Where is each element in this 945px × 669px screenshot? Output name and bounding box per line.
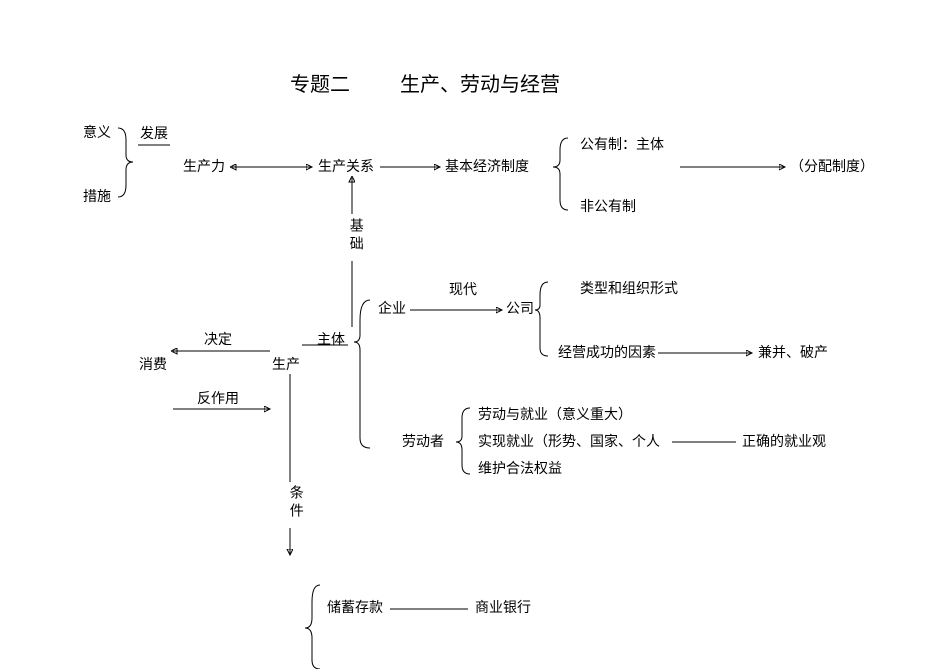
node-laodongyujiuye: 劳动与就业（意义重大）	[478, 408, 632, 425]
node-fenpeizhidu: （分配制度）	[790, 160, 874, 177]
node-leixing: 类型和组织形式	[580, 282, 678, 299]
node-cuoshi: 措施	[83, 190, 111, 207]
node-tiaojian: 条件	[286, 485, 303, 521]
node-yiyi: 意义	[83, 126, 111, 143]
node-xiandai: 现代	[449, 283, 477, 300]
node-jichu: 基础	[346, 218, 363, 254]
node-qiye: 企业	[378, 302, 406, 319]
node-xiaofei: 消费	[139, 358, 167, 375]
diagram-connectors	[0, 0, 945, 669]
node-jibenjingjizhidu: 基本经济制度	[445, 160, 529, 177]
node-jueding: 决定	[204, 333, 232, 350]
node-fanzuoyong: 反作用	[197, 392, 239, 409]
node-zhuti: 主体	[317, 333, 345, 350]
node-gongsi: 公司	[506, 302, 534, 319]
title-part2: 生产、劳动与经营	[400, 68, 560, 97]
node-gongyouzhi: 公有制：主体	[580, 138, 664, 155]
node-shengchan: 生产	[272, 358, 300, 375]
node-weihequanyi: 维护合法权益	[478, 462, 562, 479]
title-part1: 专题二	[290, 68, 350, 97]
node-chuxucunkuan: 储蓄存款	[327, 601, 383, 618]
node-shengchanguanxi: 生产关系	[318, 160, 374, 177]
node-shixianjiuye: 实现就业（形势、国家、个人	[478, 435, 660, 452]
node-shangyeyinhang: 商业银行	[475, 601, 531, 618]
node-laodongzhe: 劳动者	[402, 435, 444, 452]
node-feigongyouzhi: 非公有制	[580, 200, 636, 217]
node-fazhan: 发展	[140, 127, 168, 144]
node-jingying: 经营成功的因素	[558, 346, 656, 363]
node-zhengquejiuye: 正确的就业观	[742, 435, 826, 452]
node-shengchanli: 生产力	[183, 160, 225, 177]
node-jianbing: 兼并、破产	[758, 346, 828, 363]
